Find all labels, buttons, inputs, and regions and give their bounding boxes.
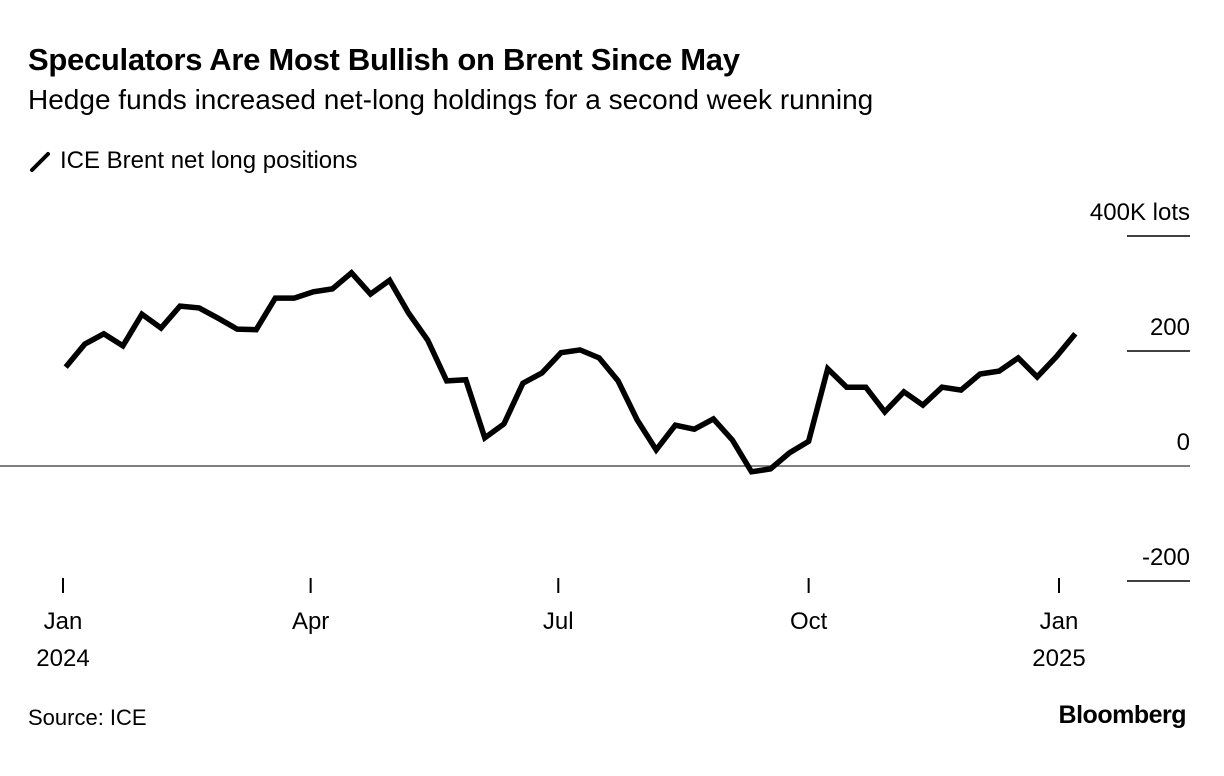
chart-subtitle: Hedge funds increased net-long holdings … <box>28 84 874 115</box>
y-tick-label: 400K lots <box>1090 199 1190 226</box>
x-tick-year-label: 2024 <box>36 645 89 672</box>
legend-label: ICE Brent net long positions <box>60 147 358 174</box>
bloomberg-logo: Bloomberg <box>1058 701 1187 729</box>
series-line-brent-net-long <box>63 268 1078 475</box>
line-chart: 400K lots 200 0 -200 Jan 2024 Apr Jul Oct Jan 202… <box>0 199 1190 672</box>
legend: ICE Brent net long positions <box>28 147 358 175</box>
chart-title: Speculators Are Most Bullish on Brent Si… <box>28 42 740 77</box>
x-tick-label: Jan <box>44 608 83 635</box>
x-tick-year-label: 2025 <box>1032 645 1085 672</box>
x-tick-label: Jan <box>1040 608 1079 635</box>
y-tick-label: -200 <box>1142 544 1190 571</box>
legend-line-icon <box>30 152 50 172</box>
y-tick-label: 0 <box>1177 429 1190 456</box>
x-tick-label: Oct <box>790 608 828 635</box>
x-tick-label: Apr <box>292 608 329 635</box>
source-note: Source: ICE <box>28 705 147 730</box>
x-tick-label: Jul <box>543 608 574 635</box>
y-tick-label: 200 <box>1150 314 1190 341</box>
